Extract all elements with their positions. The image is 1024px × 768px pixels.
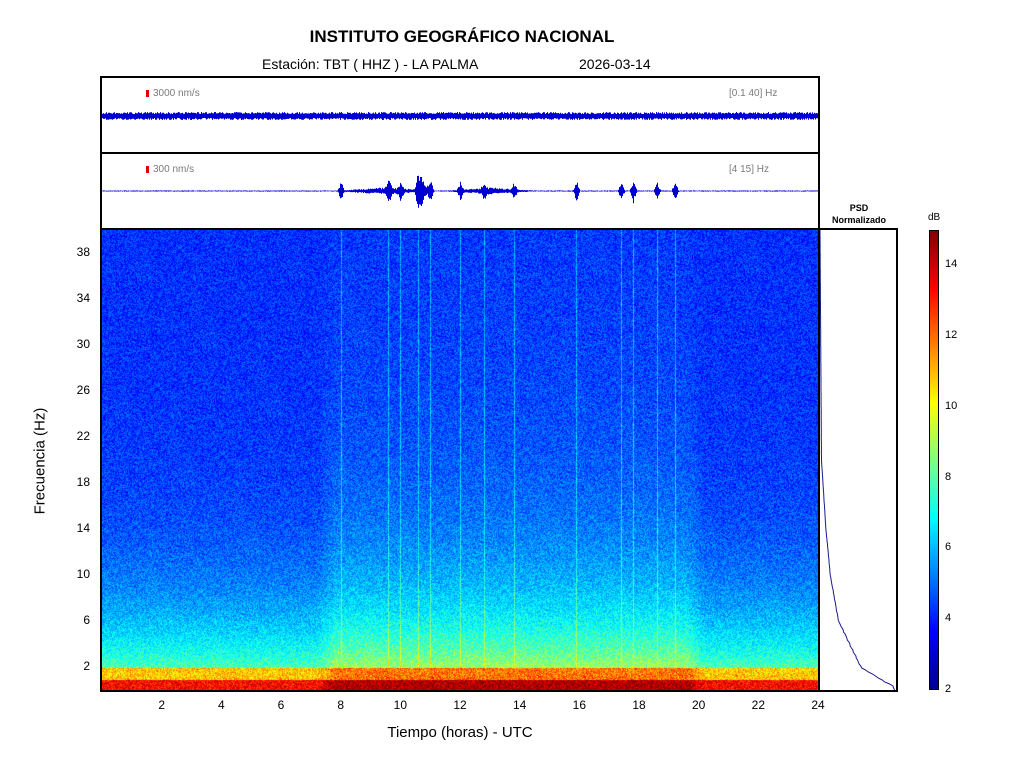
colorbar-tick-label: 14 [945,258,958,271]
x-tick-label: 20 [691,698,706,712]
trace-path [102,112,818,120]
x-tick-label: 4 [217,698,225,712]
y-tick-label: 10 [76,567,90,581]
x-tick-label: 14 [512,698,527,712]
y-tick-label: 14 [76,521,90,535]
trace-panel-broadband: 3000 nm/s [0.1 40] Hz [100,76,820,154]
psd-title-line1: PSD [849,203,869,213]
band-label: [0.1 40] Hz [729,88,778,99]
band-label: [4 15] Hz [729,164,770,175]
station-label: Estación: TBT ( HHZ ) - LA PALMA [262,56,479,72]
scale-label: 3000 nm/s [153,88,200,99]
colorbar-tick-label: 2 [945,683,952,695]
y-tick-label: 26 [76,383,90,397]
trace-waveform-broadband [102,112,818,120]
x-tick-label: 16 [572,698,586,712]
psd-title: PSD Normalizado [820,202,898,226]
trace-waveform-filtered [102,175,818,208]
y-tick-label: 38 [76,245,90,259]
colorbar-tick-label: 12 [945,329,958,342]
spectrogram-heatmap [102,230,818,690]
x-axis-label: Tiempo (horas) - UTC [387,724,533,741]
chart-title: INSTITUTO GEOGRÁFICO NACIONAL [309,27,615,46]
psd-panel [818,228,898,692]
y-tick-label: 34 [76,291,90,305]
x-tick-label: 22 [751,698,765,712]
y-tick-label: 2 [83,659,90,673]
x-tick-label: 8 [337,698,344,712]
y-tick-label: 18 [76,475,90,489]
scale-label: 300 nm/s [153,164,195,175]
colorbar-tick-label: 8 [945,470,952,483]
trace-panel-filtered: 300 nm/s [4 15] Hz [100,152,820,230]
y-tick-label: 30 [76,337,90,351]
scale-marker [146,166,149,173]
psd-title-line2: Normalizado [831,215,886,225]
y-tick-label: 22 [76,429,90,443]
x-tick-label: 2 [158,698,165,712]
scale-marker [146,90,149,97]
psd-curve [820,230,896,690]
colorbar [929,230,939,690]
x-tick-label: 10 [393,698,407,712]
psd-curve-plot [820,230,896,690]
colorbar-tick-label: 4 [945,612,952,625]
x-tick-label: 6 [277,698,285,712]
colorbar-tick-label: 6 [945,541,952,554]
y-tick-label: 6 [83,613,90,627]
colorbar-tick-label: 10 [945,399,958,412]
x-tick-label: 24 [811,698,825,712]
spectrogram-frame [100,228,820,692]
date-label: 2026-03-14 [579,56,651,72]
y-axis-label: Frecuencia (Hz) [31,407,49,515]
x-tick-label: 18 [632,698,646,712]
trace-path [102,175,818,208]
x-tick-label: 12 [453,698,467,712]
colorbar-unit: dB [928,212,941,223]
